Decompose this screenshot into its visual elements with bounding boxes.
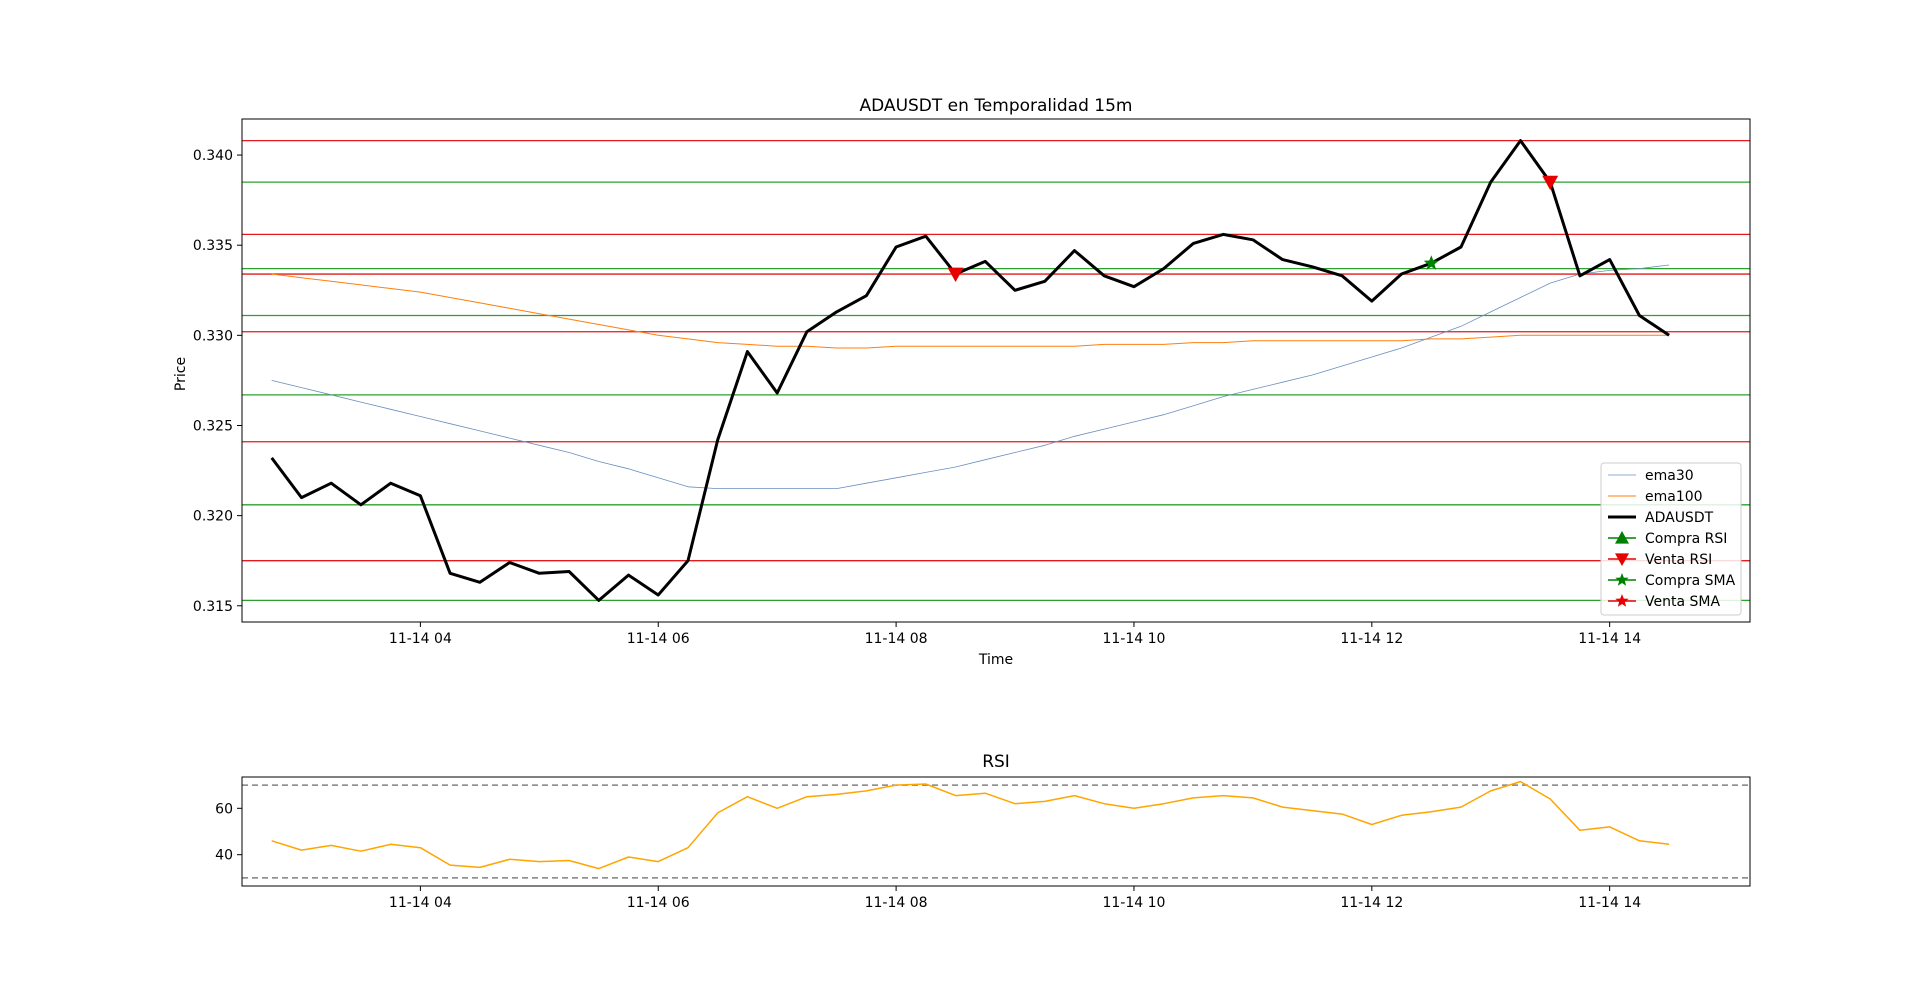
price-plot-area: 11-14 04 11-14 06 11-14 08 11-14 10 11-14 12… <box>193 118 1751 647</box>
price-x-tick-label: 11-14 06 <box>627 631 690 647</box>
legend-label: Compra RSI <box>1645 531 1727 547</box>
price-series-adausdt <box>270 139 1670 602</box>
price-x-tick-label: 11-14 12 <box>1340 631 1403 647</box>
legend-frame <box>1600 462 1742 616</box>
legend-label: Compra SMA <box>1645 573 1736 589</box>
price-y-axis-label: Price <box>173 357 189 391</box>
price-series-ema30 <box>271 264 1670 490</box>
price-series-ema100 <box>271 273 1670 349</box>
price-y-tick-label: 0.335 <box>193 238 233 254</box>
price-y-tick-label: 0.330 <box>193 328 233 344</box>
rsi-x-tick-label: 11-14 06 <box>627 895 690 911</box>
price-x-tick-label: 11-14 08 <box>865 631 928 647</box>
legend-marker-triangle-down <box>1615 553 1629 566</box>
price-x-tick-label: 11-14 14 <box>1578 631 1641 647</box>
price-chart: ADAUSDT en Temporalidad 15m 11-14 04 11-1… <box>173 96 1751 668</box>
rsi-series-rsi <box>271 780 1670 870</box>
price-y-tick-label: 0.320 <box>193 509 233 525</box>
rsi-chart-title: RSI <box>982 752 1010 772</box>
rsi-chart: RSI 11-14 04 11-14 06 11-14 08 11-14 10 11-1… <box>215 752 1751 911</box>
price-x-tick-label: 11-14 04 <box>389 631 452 647</box>
legend-marker-triangle-up <box>1615 531 1629 544</box>
rsi-axes-frame <box>241 776 1751 887</box>
legend-marker-star <box>1615 573 1629 586</box>
rsi-x-tick-label: 11-14 08 <box>865 895 928 911</box>
rsi-y-tick-label: 60 <box>215 801 233 817</box>
compra-sma-marker <box>1423 255 1439 270</box>
rsi-x-tick-label: 11-14 12 <box>1340 895 1403 911</box>
legend-label: ADAUSDT <box>1645 510 1714 526</box>
legend-label: ema30 <box>1645 468 1694 484</box>
price-chart-title: ADAUSDT en Temporalidad 15m <box>860 96 1133 116</box>
legend-label: ema100 <box>1645 489 1703 505</box>
legend-label: Venta RSI <box>1645 552 1712 568</box>
legend-label: Venta SMA <box>1645 594 1720 610</box>
price-legend: ema30 ema100 ADAUSDT Compra RSI Venta RSI Com… <box>1600 462 1742 616</box>
legend-marker-star <box>1615 594 1629 607</box>
rsi-y-tick-label: 40 <box>215 848 233 864</box>
price-y-tick-label: 0.315 <box>193 599 233 615</box>
rsi-x-tick-label: 11-14 04 <box>389 895 452 911</box>
price-y-tick-label: 0.340 <box>193 148 233 164</box>
price-x-tick-label: 11-14 10 <box>1102 631 1165 647</box>
price-y-tick-label: 0.325 <box>193 418 233 434</box>
price-axes-frame <box>241 118 1751 623</box>
rsi-x-tick-label: 11-14 14 <box>1578 895 1641 911</box>
venta-rsi-marker <box>1542 175 1559 191</box>
venta-rsi-marker <box>947 267 964 283</box>
rsi-plot-area: 11-14 04 11-14 06 11-14 08 11-14 10 11-14 12… <box>215 776 1751 911</box>
rsi-x-tick-label: 11-14 10 <box>1102 895 1165 911</box>
price-x-axis-label: Time <box>978 652 1013 668</box>
